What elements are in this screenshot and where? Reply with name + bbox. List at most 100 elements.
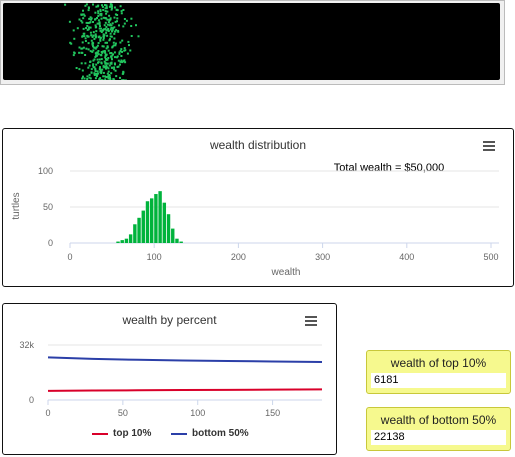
turtle-dot [123, 47, 126, 50]
turtle-dot [96, 58, 99, 61]
turtle-dot [96, 70, 99, 73]
turtle-dot [137, 35, 140, 38]
turtle-dot [72, 29, 75, 32]
turtle-dot [118, 24, 120, 27]
turtle-dot [93, 58, 96, 61]
turtle-dot [123, 59, 126, 62]
turtle-dot [96, 22, 99, 25]
turtle-dot [109, 28, 112, 31]
turtle-dot [95, 30, 98, 33]
world-view-canvas[interactable] [3, 3, 500, 80]
turtle-dot [94, 56, 97, 58]
turtle-dot [102, 71, 105, 74]
chart-menu-icon[interactable] [483, 141, 495, 151]
turtle-dot [111, 22, 114, 25]
turtle-dot [100, 27, 102, 30]
turtle-dot [103, 50, 106, 53]
histogram-bar[interactable] [175, 238, 179, 243]
y-axis-label: turtles [11, 192, 22, 219]
histogram-bar[interactable] [120, 240, 124, 243]
histogram-bar[interactable] [145, 201, 150, 243]
monitor-value: 22138 [371, 430, 506, 445]
turtle-dot [109, 5, 112, 8]
turtle-dot [116, 14, 119, 16]
y-tick-label: 32k [19, 340, 34, 350]
legend-label: top 10% [113, 428, 152, 439]
turtle-dot [125, 19, 128, 22]
turtle-dot [114, 20, 117, 23]
histogram-bar[interactable] [124, 238, 129, 243]
turtle-dot [107, 75, 110, 78]
turtle-dot [81, 51, 84, 54]
turtle-dot [104, 78, 107, 80]
turtle-dot [82, 46, 85, 49]
legend-swatch [92, 432, 108, 435]
turtle-dot [75, 67, 78, 69]
turtle-dot [87, 28, 90, 31]
turtle-dot [78, 68, 81, 71]
turtle-dot [102, 38, 105, 41]
turtle-dot [115, 75, 118, 78]
turtle-dot [92, 64, 95, 67]
histogram-plot: Total wealth = $50,000 turtles wealth 0 5… [11, 162, 499, 278]
turtle-dot [114, 42, 117, 45]
turtle-dot [112, 53, 114, 56]
turtle-dot [119, 50, 122, 52]
histogram-bar[interactable] [154, 194, 158, 243]
turtle-dot [95, 72, 98, 75]
histogram-bar[interactable] [128, 234, 133, 243]
turtle-dot [87, 48, 90, 51]
histogram-bar[interactable] [166, 214, 171, 243]
series-line[interactable] [47, 388, 323, 392]
turtle-dot [120, 10, 123, 13]
legend-item-bottom-50[interactable]: bottom 50% [171, 428, 249, 439]
histogram-bar[interactable] [171, 228, 175, 243]
turtle-dot [64, 3, 67, 6]
turtle-dot [127, 40, 130, 43]
turtle-dot [120, 48, 123, 51]
series-line[interactable] [47, 356, 323, 363]
turtle-dot [124, 49, 127, 52]
histogram-bar[interactable] [149, 198, 154, 243]
turtle-dot [113, 66, 116, 69]
turtle-dot [112, 41, 115, 44]
histogram-bar[interactable] [137, 217, 141, 243]
turtle-dot [88, 76, 91, 79]
turtle-dot [87, 35, 90, 38]
turtle-dot [110, 66, 113, 69]
turtle-dot [97, 42, 100, 44]
histogram-bar[interactable] [162, 202, 167, 243]
legend-item-top-10[interactable]: top 10% [92, 428, 151, 439]
turtle-dot [103, 60, 106, 63]
turtle-dot [100, 61, 103, 64]
histogram-bar[interactable] [158, 191, 162, 243]
histogram-bar[interactable] [141, 210, 145, 243]
turtle-dot [123, 22, 126, 25]
turtle-dot [92, 66, 95, 69]
turtle-dot [105, 67, 107, 70]
turtle-dot [104, 27, 107, 30]
turtle-dot [90, 71, 93, 74]
turtle-dot [112, 78, 115, 80]
turtle-dot [105, 76, 108, 78]
turtle-dot [89, 77, 92, 80]
turtle-dot [102, 37, 105, 39]
turtle-dot [92, 31, 95, 34]
turtle-dot [73, 52, 76, 55]
turtle-dot [126, 52, 129, 55]
turtle-dot [106, 29, 109, 31]
turtle-dot [83, 32, 86, 35]
turtle-dot [84, 40, 87, 42]
turtle-dots [64, 3, 140, 80]
turtle-dot [92, 45, 94, 48]
turtle-dot [88, 64, 91, 67]
turtle-dot [108, 39, 111, 42]
turtle-dot [99, 77, 102, 80]
histogram-bar[interactable] [179, 241, 183, 243]
turtle-dot [102, 45, 105, 48]
histogram-bar[interactable] [133, 224, 137, 243]
histogram-bar[interactable] [116, 241, 120, 243]
turtle-dot [93, 73, 96, 76]
chart-menu-icon[interactable] [305, 316, 317, 326]
turtle-dot [109, 3, 112, 6]
